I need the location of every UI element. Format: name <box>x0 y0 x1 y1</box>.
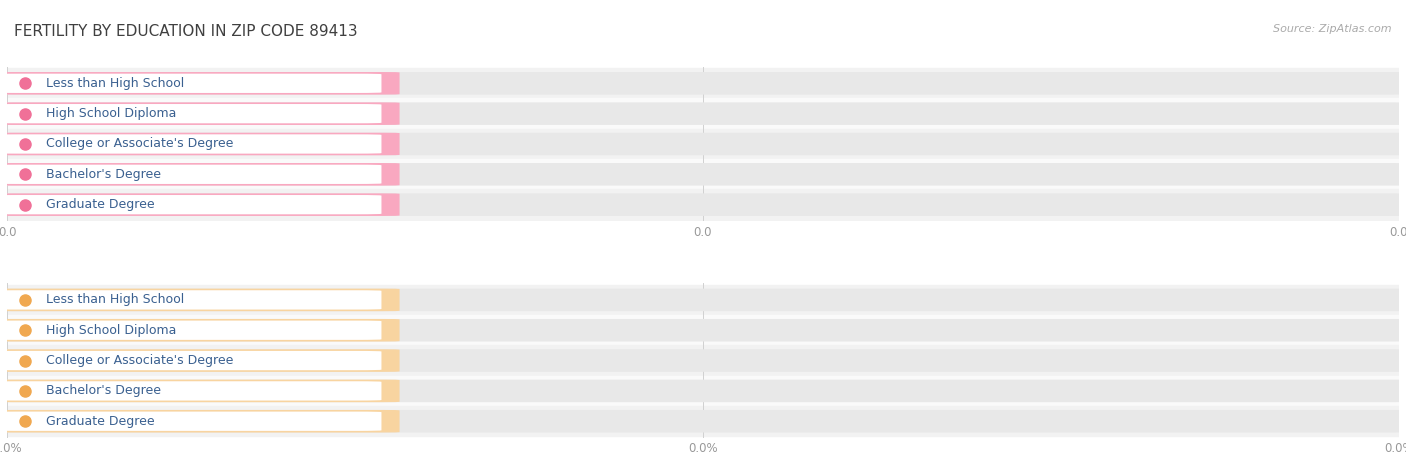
Text: Source: ZipAtlas.com: Source: ZipAtlas.com <box>1274 24 1392 34</box>
FancyBboxPatch shape <box>0 410 399 433</box>
Text: 0.0%: 0.0% <box>340 354 373 367</box>
FancyBboxPatch shape <box>0 134 381 154</box>
Text: Graduate Degree: Graduate Degree <box>46 415 155 428</box>
FancyBboxPatch shape <box>0 102 399 125</box>
Text: High School Diploma: High School Diploma <box>46 324 176 337</box>
FancyBboxPatch shape <box>0 163 1406 186</box>
Text: FERTILITY BY EDUCATION IN ZIP CODE 89413: FERTILITY BY EDUCATION IN ZIP CODE 89413 <box>14 24 357 39</box>
FancyBboxPatch shape <box>0 72 399 95</box>
FancyBboxPatch shape <box>0 163 399 186</box>
Text: 0.0%: 0.0% <box>340 324 373 337</box>
Text: Bachelor's Degree: Bachelor's Degree <box>46 385 162 397</box>
FancyBboxPatch shape <box>0 351 381 370</box>
Text: 0.0: 0.0 <box>353 107 373 120</box>
FancyBboxPatch shape <box>0 102 1406 125</box>
FancyBboxPatch shape <box>0 133 399 155</box>
FancyBboxPatch shape <box>0 165 381 184</box>
FancyBboxPatch shape <box>0 290 381 309</box>
Text: Less than High School: Less than High School <box>46 293 184 307</box>
FancyBboxPatch shape <box>0 72 1406 95</box>
FancyBboxPatch shape <box>0 321 381 340</box>
Text: 0.0: 0.0 <box>353 138 373 150</box>
Bar <box>7 189 1399 220</box>
FancyBboxPatch shape <box>0 319 399 341</box>
Bar <box>7 376 1399 406</box>
Bar <box>7 129 1399 159</box>
FancyBboxPatch shape <box>0 193 1406 216</box>
FancyBboxPatch shape <box>0 349 1406 372</box>
FancyBboxPatch shape <box>0 288 1406 311</box>
Text: 0.0%: 0.0% <box>340 415 373 428</box>
Text: 0.0%: 0.0% <box>340 385 373 397</box>
FancyBboxPatch shape <box>0 74 381 93</box>
FancyBboxPatch shape <box>0 193 399 216</box>
Text: Graduate Degree: Graduate Degree <box>46 198 155 211</box>
Bar <box>7 315 1399 346</box>
Text: 0.0: 0.0 <box>353 168 373 181</box>
FancyBboxPatch shape <box>0 380 399 402</box>
FancyBboxPatch shape <box>0 195 381 214</box>
Text: High School Diploma: High School Diploma <box>46 107 176 120</box>
Bar <box>7 406 1399 436</box>
Bar <box>7 346 1399 376</box>
FancyBboxPatch shape <box>0 380 1406 402</box>
FancyBboxPatch shape <box>0 133 1406 155</box>
FancyBboxPatch shape <box>0 412 381 431</box>
Text: College or Associate's Degree: College or Associate's Degree <box>46 354 233 367</box>
Bar <box>7 285 1399 315</box>
Text: 0.0: 0.0 <box>353 198 373 211</box>
Text: 0.0%: 0.0% <box>340 293 373 307</box>
Text: College or Associate's Degree: College or Associate's Degree <box>46 138 233 150</box>
FancyBboxPatch shape <box>0 288 399 311</box>
FancyBboxPatch shape <box>0 381 381 400</box>
Bar <box>7 159 1399 189</box>
Text: 0.0: 0.0 <box>353 77 373 90</box>
Text: Less than High School: Less than High School <box>46 77 184 90</box>
Text: Bachelor's Degree: Bachelor's Degree <box>46 168 162 181</box>
FancyBboxPatch shape <box>0 410 1406 433</box>
FancyBboxPatch shape <box>0 349 399 372</box>
Bar <box>7 99 1399 129</box>
FancyBboxPatch shape <box>0 104 381 123</box>
Bar <box>7 68 1399 99</box>
FancyBboxPatch shape <box>0 319 1406 341</box>
